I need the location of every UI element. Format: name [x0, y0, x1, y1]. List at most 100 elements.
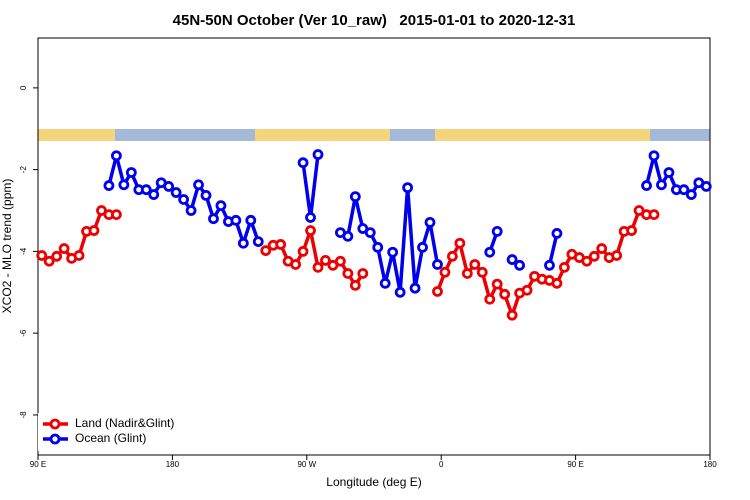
data-point [103, 180, 115, 191]
data-point [178, 194, 190, 205]
data-point [349, 279, 361, 291]
data-point [588, 250, 600, 262]
y-tick-label: -2 [19, 166, 28, 174]
x-tick-label: 90 E [567, 460, 583, 469]
data-point [237, 237, 249, 249]
data-point [215, 200, 227, 212]
data-point [439, 266, 451, 278]
data-point [364, 227, 376, 239]
data-point [230, 214, 242, 226]
data-point [260, 245, 272, 256]
data-point [73, 250, 85, 261]
legend-marker [49, 433, 61, 445]
x-tick-label: 180 [166, 460, 180, 469]
land-strip [255, 129, 390, 141]
series-line [107, 153, 708, 295]
data-point [125, 167, 137, 178]
data-point [417, 241, 428, 253]
data-point [148, 189, 160, 200]
data-point [506, 309, 518, 321]
data-point [484, 246, 496, 258]
x-tick-label: 180 [703, 460, 717, 469]
data-point [252, 236, 264, 247]
data-point [454, 237, 466, 249]
data-point [491, 278, 503, 290]
data-point [521, 284, 533, 296]
land-strip [38, 129, 115, 141]
x-tick-label: 0 [439, 460, 444, 469]
legend-label: Ocean (Glint) [75, 431, 146, 445]
data-point [349, 191, 361, 203]
surface-strip [38, 129, 710, 141]
data-point [551, 228, 563, 239]
data-point [245, 214, 257, 226]
data-point [334, 255, 346, 267]
data-point [432, 259, 443, 270]
data-point [208, 213, 219, 225]
data-point [559, 261, 570, 273]
data-point [409, 282, 421, 294]
data-point [514, 259, 525, 271]
data-point [394, 286, 406, 298]
ocean-strip [650, 129, 710, 141]
data-point [491, 225, 503, 237]
data-point [499, 288, 511, 300]
legend-box [38, 413, 180, 451]
chart-title: 45N-50N October (Ver 10_raw) 2015-01-01 … [173, 12, 576, 29]
data-point [379, 277, 391, 289]
data-point [656, 179, 667, 191]
data-point [611, 250, 623, 261]
y-tick-label: -4 [19, 247, 28, 255]
data-point [506, 254, 518, 265]
data-point [43, 255, 55, 267]
data-point [36, 250, 48, 261]
data-point [469, 259, 481, 270]
data-point [387, 246, 399, 258]
data-point [58, 243, 70, 254]
legend-label: Land (Nadir&Glint) [75, 416, 174, 430]
data-point [342, 268, 354, 279]
data-point [111, 209, 122, 221]
y-tick-label: -6 [19, 329, 28, 337]
data-point [648, 150, 660, 162]
data-point [663, 167, 675, 178]
y-axis-label: XCO2 - MLO trend (ppm) [0, 179, 14, 314]
data-point [312, 149, 324, 160]
data-point [581, 255, 593, 267]
data-point [678, 184, 690, 196]
data-point [140, 184, 152, 196]
data-point [432, 286, 443, 297]
data-point [544, 259, 555, 271]
data-point [200, 189, 212, 201]
data-point [700, 181, 712, 192]
data-point [51, 250, 63, 262]
data-point [648, 209, 660, 221]
data-point [111, 150, 122, 162]
data-point [551, 277, 563, 289]
data-point [305, 212, 316, 223]
data-point [185, 205, 197, 216]
data-point [461, 268, 473, 279]
legend-marker [49, 418, 61, 430]
data-point [170, 187, 182, 198]
data-point [424, 216, 436, 228]
data-point [305, 225, 316, 236]
ocean-strip [390, 129, 435, 141]
plot-frame [37, 37, 711, 456]
x-axis-label: Longitude (deg E) [326, 475, 421, 489]
data-point [402, 182, 414, 194]
data-point [163, 181, 175, 192]
data-point [596, 243, 608, 254]
ocean-strip [115, 129, 255, 141]
data-point [297, 157, 309, 169]
data-point [626, 225, 637, 236]
data-point [118, 179, 130, 191]
data-point [275, 239, 287, 250]
data-point [685, 189, 697, 200]
land-strip [435, 129, 650, 141]
data-point [484, 293, 496, 305]
y-tick-label: -8 [19, 411, 28, 419]
data-point [312, 261, 324, 273]
data-point [290, 259, 302, 270]
data-point [193, 179, 204, 191]
